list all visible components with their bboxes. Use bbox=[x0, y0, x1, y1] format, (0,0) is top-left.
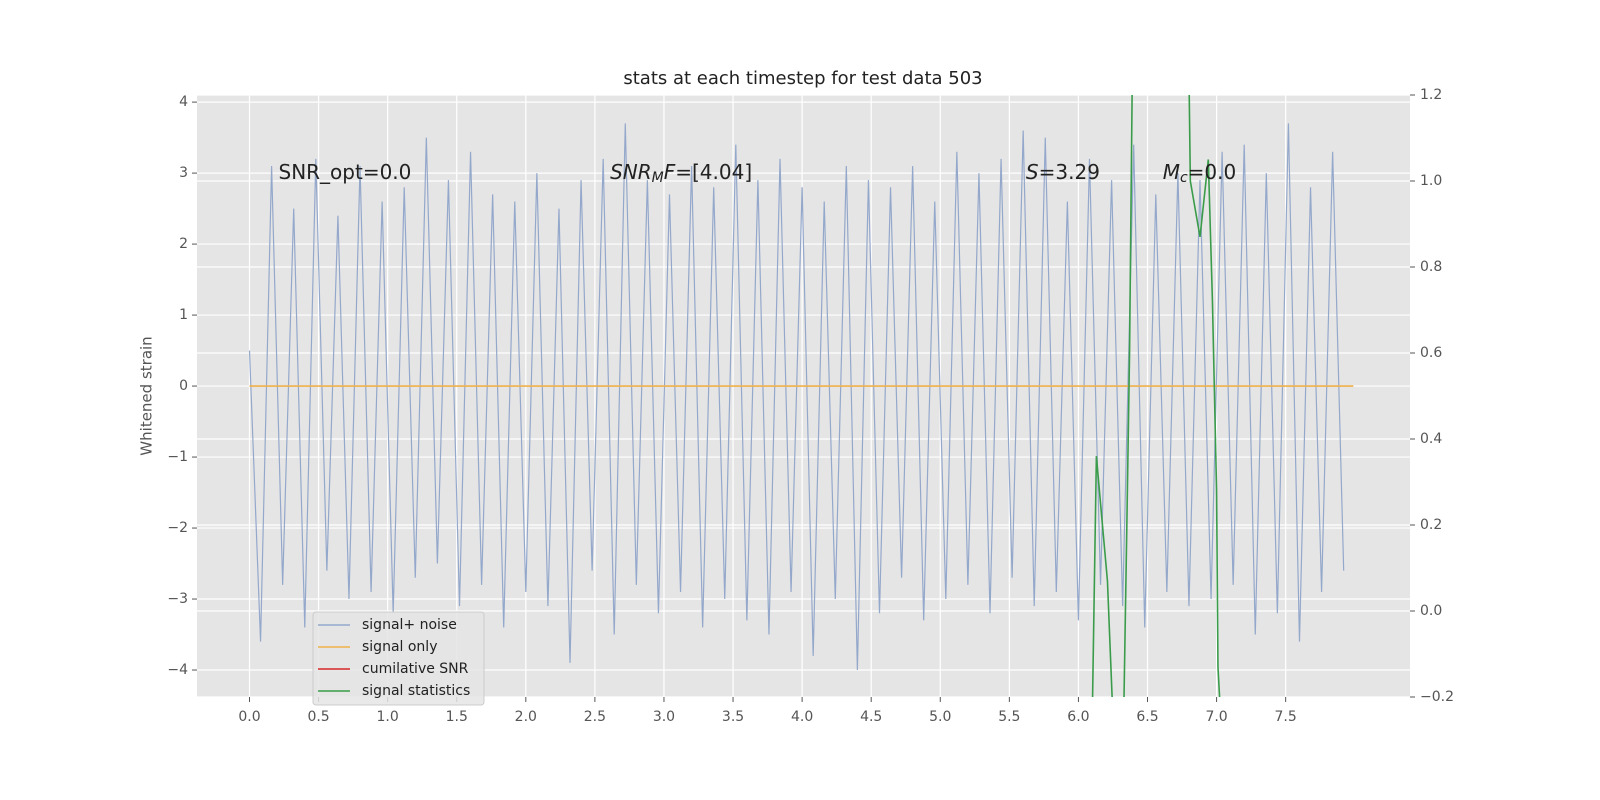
annotation-part: SNR_opt=0.0 bbox=[279, 160, 412, 184]
y-tick-label: −4 bbox=[167, 662, 188, 678]
x-tick-label: 3.5 bbox=[722, 709, 744, 725]
x-tick-label: 5.5 bbox=[998, 709, 1020, 725]
series-line bbox=[1091, 95, 1221, 697]
x-tick-label: 2.0 bbox=[515, 709, 537, 725]
y-tick-label: 4 bbox=[179, 94, 188, 110]
x-tick-label: 4.0 bbox=[791, 709, 813, 725]
y-axis-label: Whitened strain bbox=[138, 336, 156, 455]
annotation: Mc=0.0 bbox=[1163, 160, 1237, 187]
y-tick-label: 2 bbox=[179, 236, 188, 252]
annotation: S=3.29 bbox=[1026, 160, 1100, 184]
annotation-part: S bbox=[1026, 160, 1039, 184]
legend-box bbox=[312, 611, 485, 706]
y2-tick-label: −0.2 bbox=[1420, 689, 1454, 705]
legend-label: signal only bbox=[362, 639, 437, 655]
annotation-part: c bbox=[1180, 170, 1188, 186]
y-tick-label: 3 bbox=[179, 165, 188, 181]
x-tick-label: 0.5 bbox=[307, 709, 329, 725]
chart-title: stats at each timestep for test data 503 bbox=[623, 68, 982, 89]
x-tick-label: 1.0 bbox=[377, 709, 399, 725]
x-tick-label: 5.0 bbox=[929, 709, 951, 725]
annotation-part: =[4.04] bbox=[675, 160, 752, 184]
annotation-part: =0.0 bbox=[1188, 160, 1237, 184]
y2-tick-label: 1.0 bbox=[1420, 173, 1442, 189]
x-tick-label: 4.5 bbox=[860, 709, 882, 725]
legend-label: cumilative SNR bbox=[362, 661, 469, 677]
y-tick-label: 1 bbox=[179, 307, 188, 323]
y-tick-label: −2 bbox=[167, 520, 188, 536]
annotation-part: M bbox=[1163, 160, 1180, 184]
legend-label: signal+ noise bbox=[362, 617, 457, 633]
x-tick-label: 7.5 bbox=[1275, 709, 1297, 725]
x-tick-label: 1.5 bbox=[446, 709, 468, 725]
annotation-part: M bbox=[652, 170, 664, 186]
y2-tick-label: 1.2 bbox=[1420, 87, 1442, 103]
y2-tick-label: 0.4 bbox=[1420, 431, 1442, 447]
legend-label: signal statistics bbox=[362, 683, 470, 699]
annotation-part: =3.29 bbox=[1039, 160, 1100, 184]
annotation: SNRMF=[4.04] bbox=[610, 160, 752, 187]
y-tick-label: 0 bbox=[179, 378, 188, 394]
x-tick-label: 6.5 bbox=[1136, 709, 1158, 725]
annotation-part: SNR bbox=[610, 160, 652, 184]
y-tick-label: −3 bbox=[167, 591, 188, 607]
x-tick-label: 3.0 bbox=[653, 709, 675, 725]
x-tick-label: 6.0 bbox=[1067, 709, 1089, 725]
series-line bbox=[248, 123, 1345, 671]
y2-tick-label: 0.8 bbox=[1420, 259, 1442, 275]
x-tick-label: 7.0 bbox=[1205, 709, 1227, 725]
annotation-part: F bbox=[664, 160, 676, 184]
x-tick-label: 0.0 bbox=[238, 709, 260, 725]
annotation: SNR_opt=0.0 bbox=[279, 160, 412, 184]
y-tick-label: −1 bbox=[167, 449, 188, 465]
x-tick-label: 2.5 bbox=[584, 709, 606, 725]
y2-tick-label: 0.0 bbox=[1420, 603, 1442, 619]
y2-tick-label: 0.6 bbox=[1420, 345, 1442, 361]
y2-tick-label: 0.2 bbox=[1420, 517, 1442, 533]
